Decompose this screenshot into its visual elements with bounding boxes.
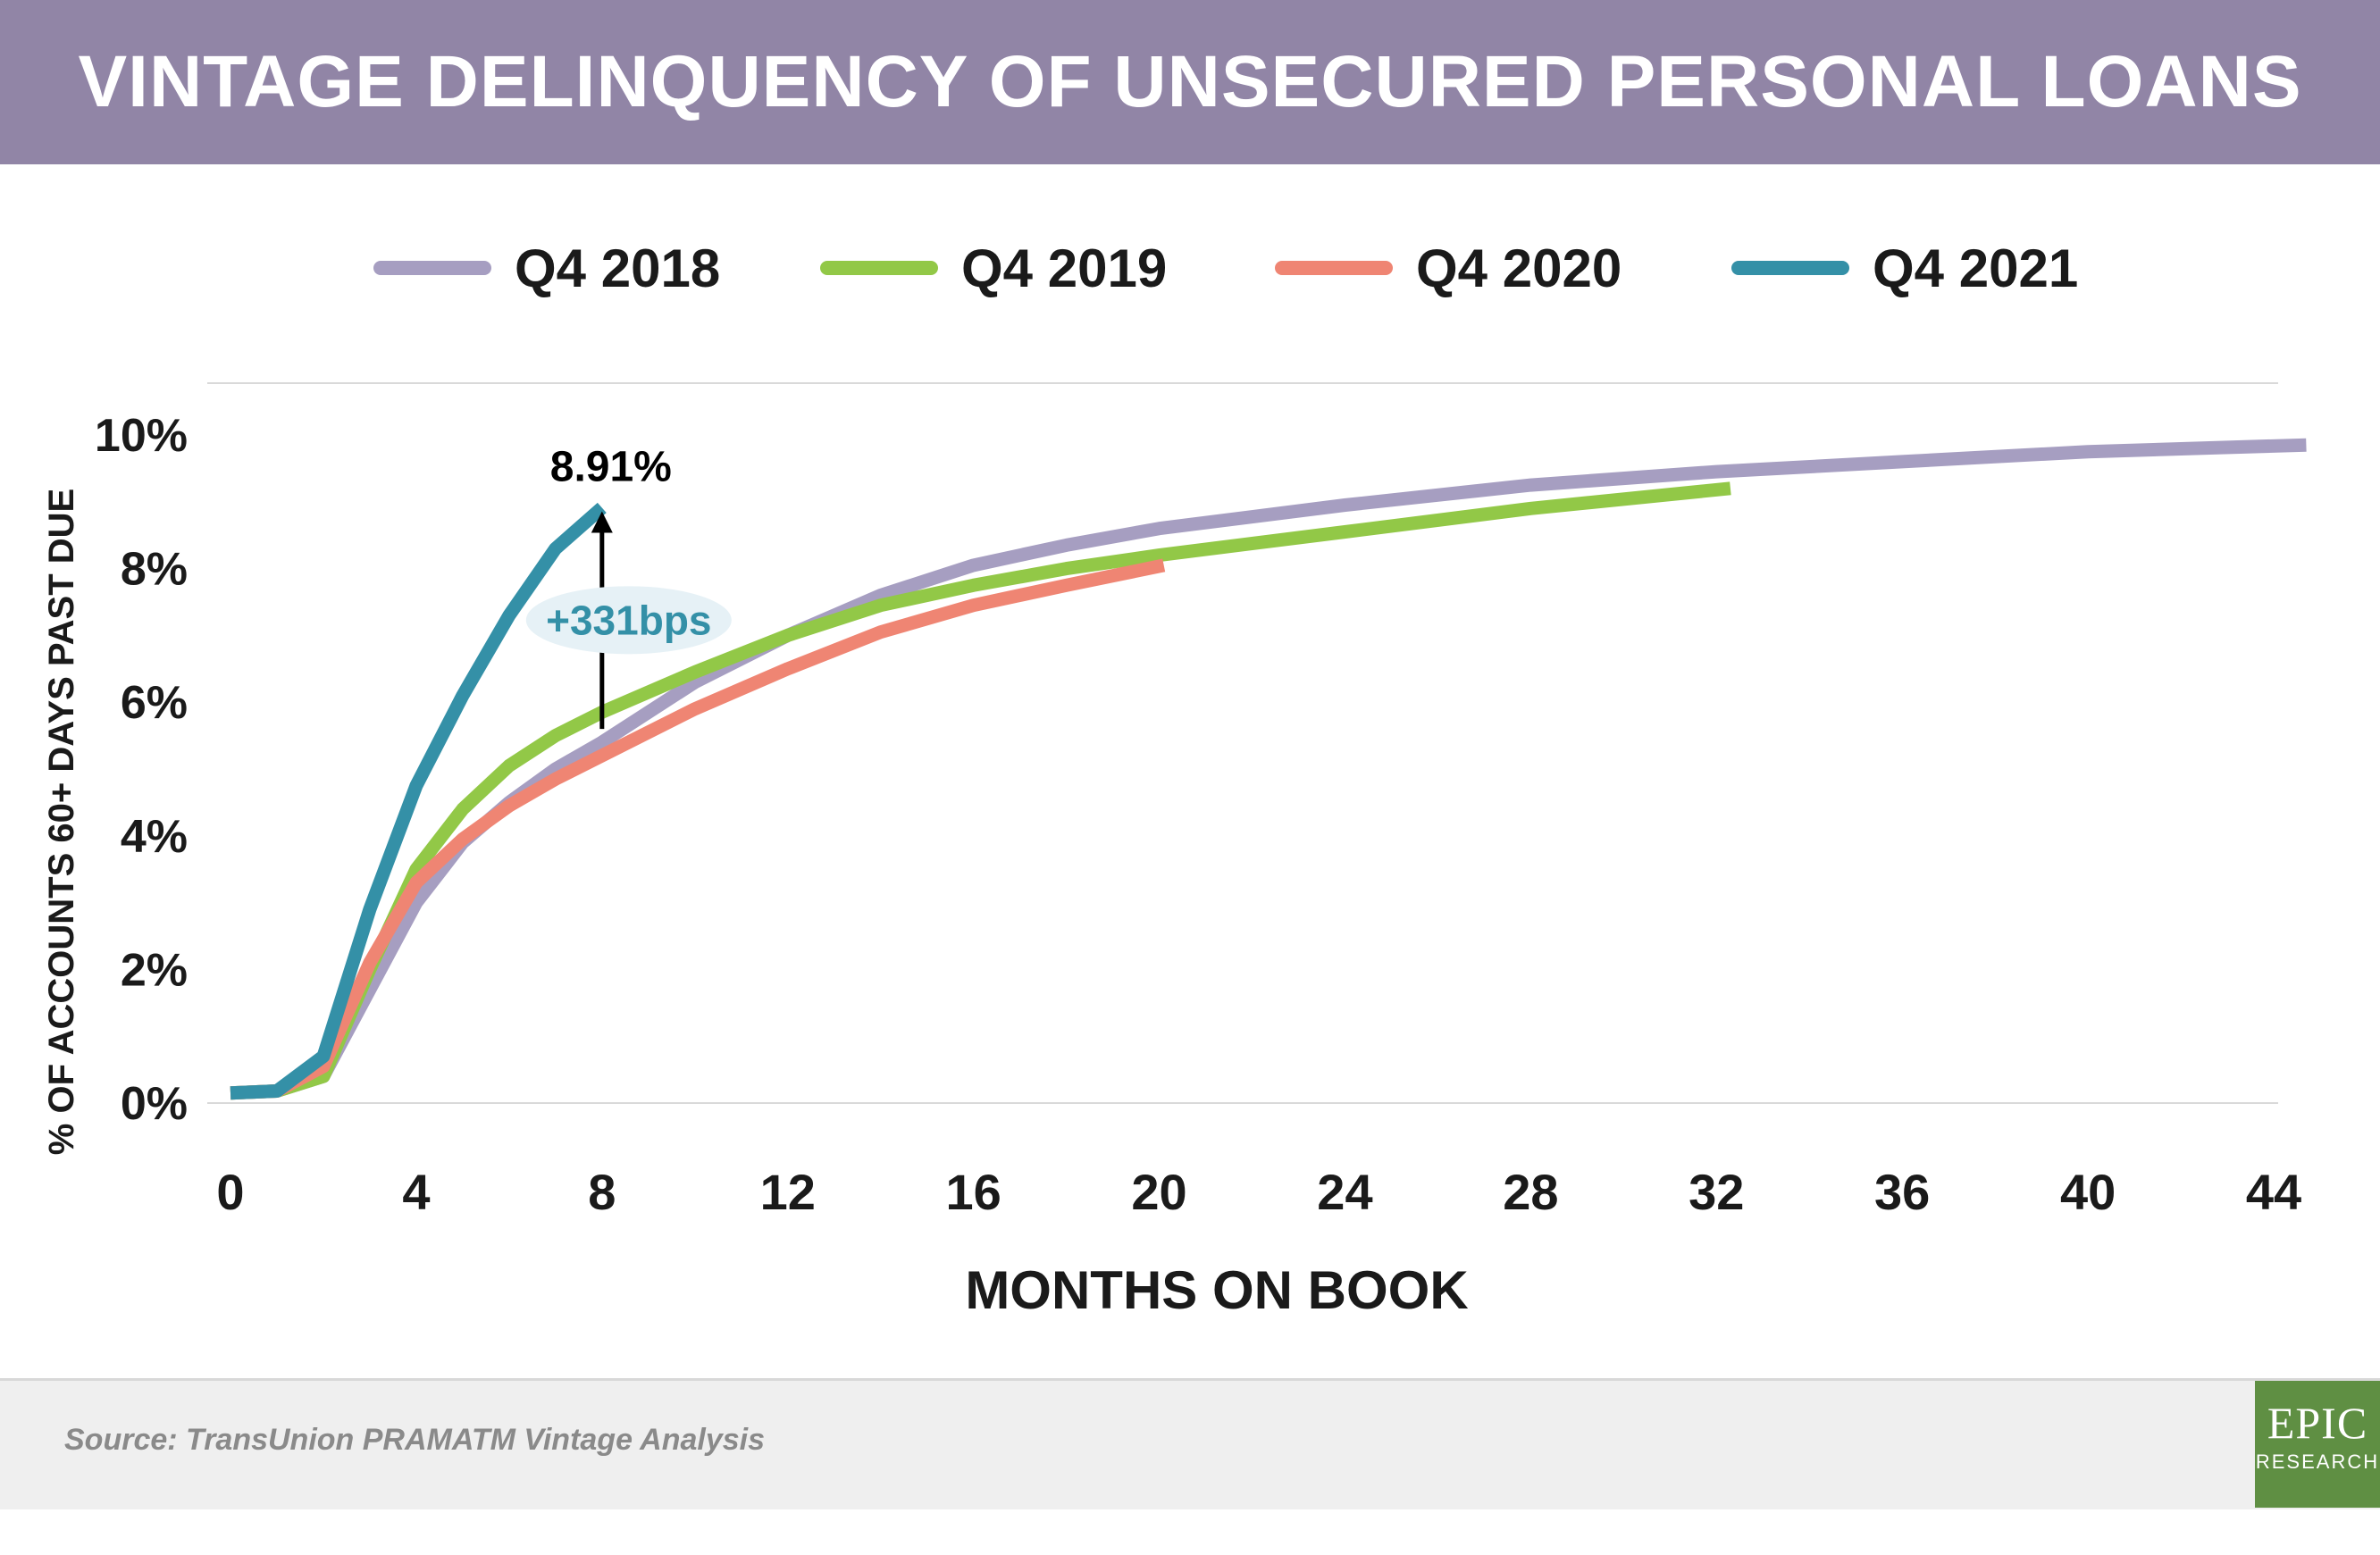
x-axis-label: MONTHS ON BOOK — [965, 1260, 1468, 1320]
y-tick-label: 10% — [95, 410, 188, 462]
epic-research-logo: EPIC RESEARCH — [2255, 1381, 2380, 1508]
y-tick-label: 2% — [121, 944, 188, 996]
gridlines — [207, 382, 2278, 1104]
x-tick-label: 0 — [216, 1164, 244, 1220]
legend-label-q4-2019: Q4 2019 — [961, 238, 1168, 298]
line-chart: 0% 2% 4% 6% 8% 10% 0 4 8 12 16 20 24 28 32 36 40 44 +331… — [42, 382, 2307, 1320]
y-tick-label: 0% — [121, 1078, 188, 1130]
x-axis-ticks: 0 4 8 12 16 20 24 28 32 36 40 44 — [216, 1164, 2301, 1220]
x-tick-label: 20 — [1131, 1164, 1186, 1220]
legend-swatch-q4-2021 — [1731, 261, 1849, 275]
x-tick-label: 4 — [402, 1164, 430, 1220]
series-line-q4-2019 — [230, 481, 1731, 1100]
legend-item-q4-2019: Q4 2019 — [820, 228, 1167, 308]
x-tick-label: 16 — [945, 1164, 1001, 1220]
x-tick-label: 44 — [2246, 1164, 2301, 1220]
y-axis-label: % OF ACCOUNTS 60+ DAYS PAST DUE — [42, 489, 81, 1155]
title-banner: VINTAGE DELINQUENCY OF UNSECURED PERSONA… — [0, 0, 2380, 164]
chart-title: VINTAGE DELINQUENCY OF UNSECURED PERSONA… — [78, 41, 2302, 122]
y-axis-ticks: 0% 2% 4% 6% 8% 10% — [95, 410, 188, 1130]
y-tick-label: 4% — [121, 811, 188, 863]
x-tick-label: 24 — [1317, 1164, 1372, 1220]
legend-label-q4-2020: Q4 2020 — [1416, 238, 1622, 298]
y-tick-label: 8% — [121, 544, 188, 596]
x-tick-label: 32 — [1689, 1164, 1744, 1220]
y-tick-label: 6% — [121, 677, 188, 729]
legend-label-q4-2021: Q4 2021 — [1873, 238, 2079, 298]
x-tick-label: 40 — [2060, 1164, 2116, 1220]
peak-value-label: 8.91% — [550, 444, 672, 491]
series-line-q4-2021 — [230, 502, 607, 1100]
delta-arrow-head — [591, 511, 613, 533]
legend-swatch-q4-2019 — [820, 261, 938, 275]
x-tick-label: 28 — [1503, 1164, 1558, 1220]
x-tick-label: 12 — [760, 1164, 816, 1220]
legend-swatch-q4-2018 — [373, 261, 491, 275]
delta-label: +331bps — [546, 597, 711, 643]
annotations: +331bps 8.91% — [525, 444, 732, 730]
x-tick-label: 8 — [588, 1164, 616, 1220]
footer: Source: TransUnion PRAMATM Vintage Analy… — [0, 1378, 2380, 1509]
legend-item-q4-2021: Q4 2021 — [1731, 228, 2078, 308]
legend: Q4 2018 Q4 2019 Q4 2020 Q4 2021 — [0, 228, 2380, 308]
delta-label-bubble — [525, 586, 732, 655]
legend-swatch-q4-2020 — [1275, 261, 1393, 275]
series-line-q4-2020 — [230, 558, 1166, 1100]
legend-item-q4-2018: Q4 2018 — [373, 228, 720, 308]
legend-item-q4-2020: Q4 2020 — [1275, 228, 1622, 308]
logo-text-top: EPIC — [2267, 1398, 2368, 1448]
legend-label-q4-2018: Q4 2018 — [515, 238, 721, 298]
series-lines — [230, 438, 2307, 1100]
x-tick-label: 36 — [1874, 1164, 1930, 1220]
logo-text-bottom: RESEARCH — [2255, 1450, 2380, 1473]
source-note: Source: TransUnion PRAMATM Vintage Analy… — [64, 1423, 766, 1457]
